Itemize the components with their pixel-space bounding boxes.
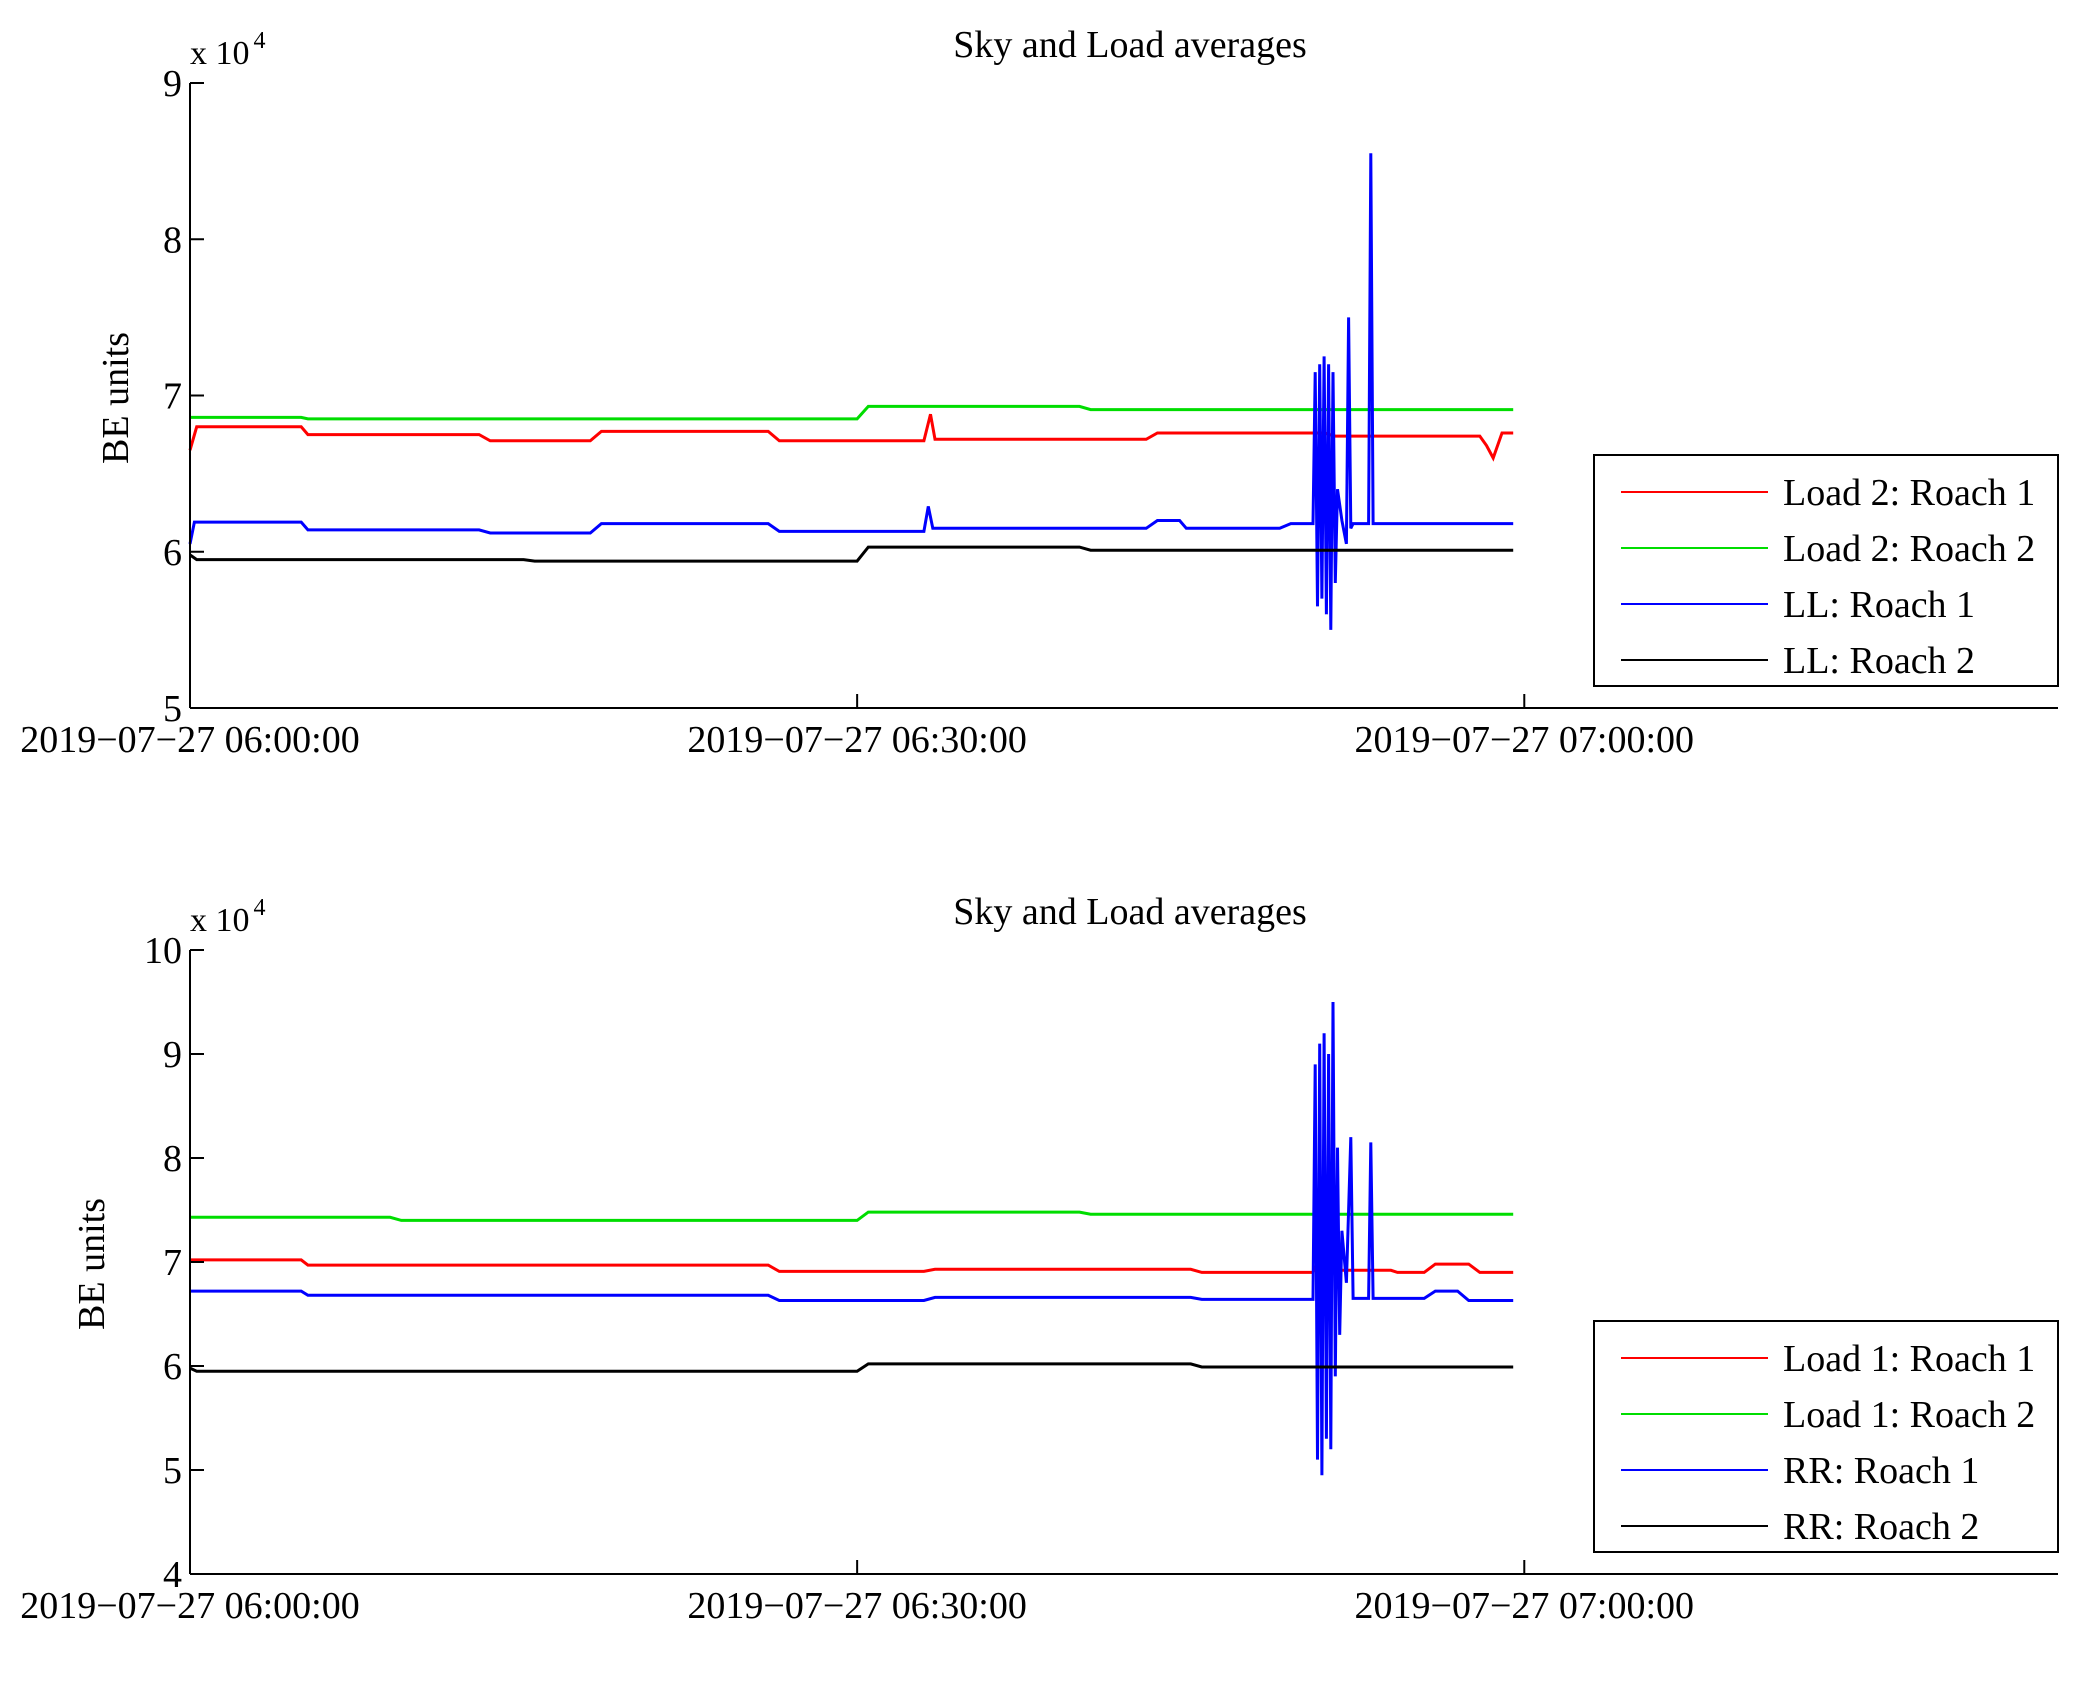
chart-1-x-ticks: 2019−07−27 06:00:00 2019−07−27 06:30:00 20… — [20, 694, 1694, 761]
chart-2-series-4-line — [189, 1362, 1514, 1373]
chart-2-y-tick-label: 9 — [163, 1034, 182, 1076]
chart-1-legend-label-4: LL: Roach 2 — [1783, 640, 1975, 682]
chart-1-y-ticks: 5 6 7 8 9 — [163, 63, 204, 730]
chart-1-y-tick-label: 8 — [163, 219, 182, 261]
chart-2-legend: Load 1: Roach 1 Load 1: Roach 2 RR: Roach … — [1593, 1320, 2059, 1553]
chart-1-y-tick-label: 5 — [163, 688, 182, 730]
chart-2-legend-label-2: Load 1: Roach 2 — [1783, 1394, 2035, 1436]
chart-2-y-tick-label: 6 — [163, 1346, 182, 1388]
chart-2-legend-label-1: Load 1: Roach 1 — [1783, 1338, 2035, 1380]
chart-2-y-tick-label: 8 — [163, 1138, 182, 1180]
chart-1-x-tick-label: 2019−07−27 06:30:00 — [687, 719, 1026, 761]
chart-1-x-tick-label: 2019−07−27 07:00:00 — [1355, 719, 1694, 761]
chart-1-multiplier-exp: 4 — [254, 28, 266, 54]
chart-2-series-1-line — [190, 1258, 1514, 1274]
chart-2-multiplier: x 10 4 — [190, 895, 266, 939]
chart-2-y-tick-label: 5 — [163, 1450, 182, 1492]
chart-2-y-tick-label: 10 — [144, 930, 182, 972]
chart-2-series-2-line — [190, 1210, 1514, 1222]
chart-1-y-tick-label: 7 — [163, 376, 182, 418]
chart-1-series-4-line — [189, 545, 1514, 563]
chart-1-legend-label-1: Load 2: Roach 1 — [1783, 472, 2035, 514]
chart-1-series-2-line — [190, 404, 1514, 421]
chart-2-series-3-line — [190, 1001, 1514, 1476]
chart-2-y-tick-label: 4 — [163, 1554, 182, 1596]
chart-1-multiplier: x 10 4 — [190, 28, 266, 72]
chart-2-legend-label-4: RR: Roach 2 — [1783, 1506, 1979, 1548]
chart-1-y-tick-label: 6 — [163, 532, 182, 574]
chart-1-legend-entries: Load 2: Roach 1 Load 2: Roach 2 LL: Roach … — [1621, 472, 2035, 682]
chart-1-legend-label-2: Load 2: Roach 2 — [1783, 528, 2035, 570]
chart-2-legend-label-3: RR: Roach 1 — [1783, 1450, 1979, 1492]
chart-1-legend-box — [1593, 454, 2059, 687]
chart-1-series-3-line — [188, 153, 1514, 630]
chart-1-series-1-line — [188, 413, 1514, 462]
chart-2-multiplier-exp: 4 — [254, 895, 266, 921]
chart-panel-1: Sky and Load averages BE units x 10 4 5 6 7… — [20, 24, 2059, 761]
chart-1-x-tick-label: 2019−07−27 06:00:00 — [20, 719, 359, 761]
chart-1-legend-label-3: LL: Roach 1 — [1783, 584, 1975, 626]
chart-2-ylabel: BE units — [71, 1198, 113, 1330]
chart-1-series-layer — [188, 153, 1514, 630]
chart-2-multiplier-base: x 10 — [190, 902, 250, 939]
chart-2-y-tick-label: 7 — [163, 1242, 182, 1284]
chart-2-x-ticks: 2019−07−27 06:00:00 2019−07−27 06:30:00 20… — [20, 1560, 1694, 1627]
chart-2-x-tick-label: 2019−07−27 06:00:00 — [20, 1585, 359, 1627]
chart-1-legend: Load 2: Roach 1 Load 2: Roach 2 LL: Roach … — [1593, 454, 2059, 687]
chart-2-x-tick-label: 2019−07−27 06:30:00 — [687, 1585, 1026, 1627]
chart-2-legend-entries: Load 1: Roach 1 Load 1: Roach 2 RR: Roach … — [1621, 1338, 2035, 1548]
chart-1-title: Sky and Load averages — [953, 24, 1307, 66]
chart-2-series-layer — [189, 1001, 1514, 1476]
chart-1-y-tick-label: 9 — [163, 63, 182, 105]
chart-2-x-tick-label: 2019−07−27 07:00:00 — [1355, 1585, 1694, 1627]
chart-2-title: Sky and Load averages — [953, 891, 1307, 933]
chart-panel-2: Sky and Load averages BE units x 10 4 456… — [20, 891, 2059, 1627]
chart-2-y-ticks: 4 5 6 7 8 9 10 — [144, 930, 204, 1596]
chart-1-ylabel: BE units — [95, 332, 137, 464]
chart-1-multiplier-base: x 10 — [190, 35, 250, 72]
chart-2-legend-box — [1593, 1320, 2059, 1553]
